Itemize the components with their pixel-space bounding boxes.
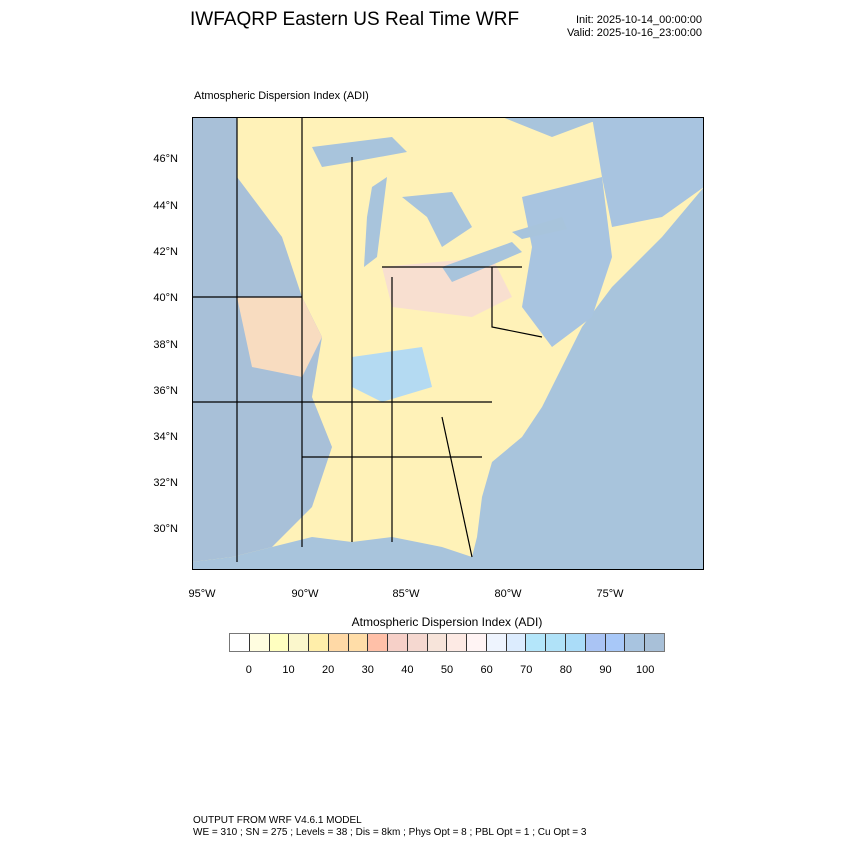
lake-michigan bbox=[364, 177, 387, 267]
colorbar-box bbox=[644, 634, 664, 651]
colorbar-title: Atmospheric Dispersion Index (ADI) bbox=[351, 615, 543, 629]
lat-label: 36°N bbox=[153, 385, 178, 397]
colorbar-box bbox=[248, 634, 269, 651]
lat-label: 34°N bbox=[153, 431, 178, 443]
colorbar-label: 60 bbox=[480, 664, 493, 676]
colorbar-box bbox=[268, 634, 289, 651]
footer-line-2: WE = 310 ; SN = 275 ; Levels = 38 ; Dis … bbox=[193, 827, 587, 838]
colorbar-box bbox=[565, 634, 585, 651]
northeast-region bbox=[522, 177, 612, 347]
colorbar-box bbox=[485, 634, 506, 651]
lat-label: 38°N bbox=[153, 339, 178, 351]
lake-ontario bbox=[512, 217, 567, 239]
lon-label: 90°W bbox=[291, 588, 319, 600]
colorbar-box bbox=[624, 634, 645, 651]
colorbar-box bbox=[466, 634, 486, 651]
lake-superior bbox=[312, 137, 407, 167]
valid-time: Valid: 2025-10-16_23:00:00 bbox=[567, 27, 702, 39]
colorbar-label: 10 bbox=[282, 664, 295, 676]
colorbar-box bbox=[604, 634, 625, 651]
colorbar-box bbox=[347, 634, 368, 651]
lon-label: 75°W bbox=[596, 588, 624, 600]
figure-title: IWFAQRP Eastern US Real Time WRF bbox=[190, 9, 520, 30]
lake-huron bbox=[402, 192, 472, 247]
lat-label: 40°N bbox=[153, 292, 178, 304]
colorbar-label: 40 bbox=[401, 664, 414, 676]
colorbar-box bbox=[308, 634, 328, 651]
lat-label: 44°N bbox=[153, 200, 178, 212]
colorbar-box bbox=[545, 634, 566, 651]
colorbar-box bbox=[367, 634, 388, 651]
colorbar-box bbox=[327, 634, 348, 651]
colorbar-box bbox=[288, 634, 309, 651]
lon-label: 80°W bbox=[494, 588, 522, 600]
lon-label: 85°W bbox=[392, 588, 420, 600]
state-borders bbox=[192, 117, 543, 562]
new-england-region bbox=[592, 117, 704, 227]
colorbar-box bbox=[230, 634, 249, 651]
missouri-region bbox=[237, 297, 322, 377]
colorbar bbox=[229, 633, 665, 652]
map-frame bbox=[192, 117, 704, 570]
lat-label: 42°N bbox=[153, 246, 178, 258]
colorbar-label: 70 bbox=[520, 664, 533, 676]
lat-label: 32°N bbox=[153, 477, 178, 489]
colorbar-box bbox=[505, 634, 526, 651]
init-time: Init: 2025-10-14_00:00:00 bbox=[576, 14, 702, 26]
lat-label: 46°N bbox=[153, 153, 178, 165]
colorbar-label: 0 bbox=[245, 664, 252, 676]
run-times: Init: 2025-10-14_00:00:00 Valid: 2025-10… bbox=[567, 14, 702, 40]
colorbar-box bbox=[426, 634, 447, 651]
colorbar-box bbox=[387, 634, 407, 651]
ohio-region bbox=[382, 257, 512, 317]
colorbar-box bbox=[406, 634, 427, 651]
colorbar-label: 90 bbox=[599, 664, 612, 676]
lat-label: 30°N bbox=[153, 523, 178, 535]
colorbar-box bbox=[525, 634, 546, 651]
colorbar-box bbox=[584, 634, 605, 651]
colorbar-label: 80 bbox=[559, 664, 573, 676]
lon-label: 95°W bbox=[188, 588, 216, 600]
map-subtitle: Atmospheric Dispersion Index (ADI) bbox=[194, 90, 369, 102]
lake-erie bbox=[442, 242, 522, 282]
adi-map bbox=[192, 117, 704, 570]
colorbar-label: 20 bbox=[321, 664, 335, 676]
colorbar-label: 30 bbox=[361, 664, 374, 676]
model-info: OUTPUT FROM WRF V4.6.1 MODEL WE = 310 ; … bbox=[193, 815, 586, 839]
colorbar-label: 50 bbox=[440, 664, 454, 676]
footer-line-1: OUTPUT FROM WRF V4.6.1 MODEL bbox=[193, 815, 362, 826]
colorbar-label: 100 bbox=[635, 664, 655, 676]
colorbar-box bbox=[446, 634, 467, 651]
